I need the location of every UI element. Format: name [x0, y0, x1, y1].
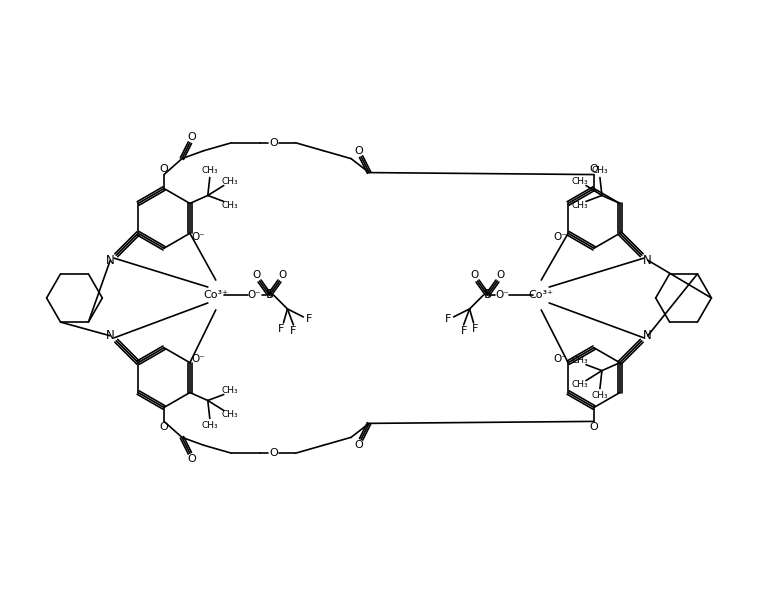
Text: N: N — [106, 329, 114, 342]
Text: F: F — [472, 324, 478, 334]
Text: S: S — [484, 289, 491, 302]
Text: CH₃: CH₃ — [221, 410, 238, 419]
Text: N: N — [106, 254, 114, 267]
Text: O⁻: O⁻ — [553, 354, 567, 363]
Text: O: O — [355, 145, 363, 155]
Text: CH₃: CH₃ — [592, 391, 608, 400]
Text: O: O — [497, 270, 505, 280]
Text: CH₃: CH₃ — [221, 201, 238, 210]
Text: O⁻: O⁻ — [553, 232, 567, 242]
Text: O⁻: O⁻ — [191, 232, 204, 242]
Text: F: F — [306, 314, 313, 324]
Text: O: O — [160, 164, 168, 174]
Text: O⁻: O⁻ — [496, 290, 509, 300]
Text: O: O — [470, 270, 478, 280]
Text: F: F — [444, 314, 451, 324]
Text: CH₃: CH₃ — [572, 201, 588, 210]
Text: CH₃: CH₃ — [592, 166, 608, 175]
Text: N: N — [643, 329, 652, 342]
Text: O: O — [252, 270, 260, 280]
Text: N: N — [643, 254, 652, 267]
Text: O: O — [269, 448, 278, 458]
Text: CH₃: CH₃ — [572, 177, 588, 186]
Text: Co³⁺: Co³⁺ — [204, 290, 229, 300]
Text: CH₃: CH₃ — [201, 166, 218, 175]
Text: Co³⁺: Co³⁺ — [528, 290, 553, 300]
Text: O⁻: O⁻ — [191, 354, 204, 363]
Text: CH₃: CH₃ — [221, 386, 238, 395]
Text: CH₃: CH₃ — [201, 421, 218, 430]
Text: O: O — [590, 164, 598, 174]
Text: O: O — [590, 422, 598, 432]
Text: O: O — [160, 422, 168, 432]
Text: F: F — [279, 324, 285, 334]
Text: F: F — [290, 326, 297, 336]
Text: S: S — [266, 289, 273, 302]
Text: O: O — [269, 138, 278, 148]
Text: CH₃: CH₃ — [572, 380, 588, 389]
Text: F: F — [460, 326, 467, 336]
Text: O: O — [279, 270, 287, 280]
Text: CH₃: CH₃ — [572, 356, 588, 365]
Text: CH₃: CH₃ — [221, 177, 238, 186]
Text: O: O — [355, 441, 363, 450]
Text: O⁻: O⁻ — [248, 290, 261, 300]
Text: O: O — [188, 132, 196, 142]
Text: O: O — [188, 454, 196, 464]
